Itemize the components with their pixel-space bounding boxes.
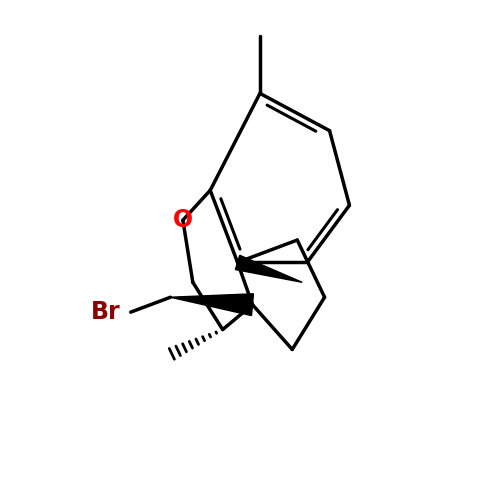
Text: Br: Br bbox=[91, 300, 120, 324]
Polygon shape bbox=[236, 256, 302, 282]
Text: O: O bbox=[173, 208, 193, 232]
Polygon shape bbox=[170, 294, 254, 316]
